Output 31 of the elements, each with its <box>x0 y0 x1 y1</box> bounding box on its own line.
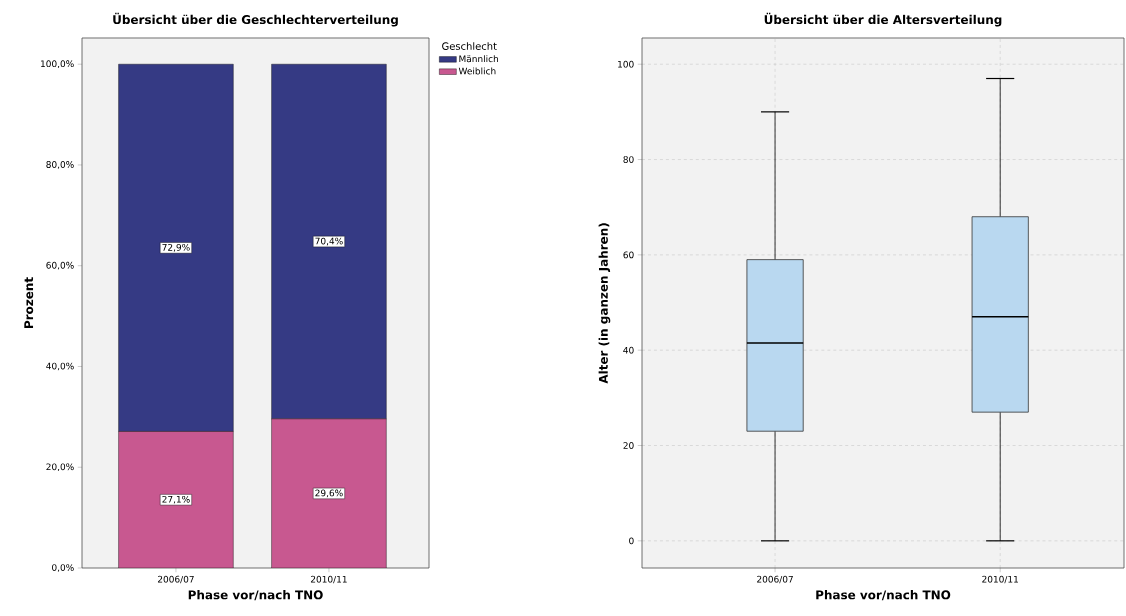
y-tick-label: 100,0% <box>41 60 74 69</box>
x-tick-label: 2010/11 <box>310 575 347 584</box>
y-axis-title: Alter (in ganzen Jahren) <box>598 223 611 384</box>
y-tick-label: 40 <box>623 346 634 354</box>
data-label: 29,6% <box>315 489 343 498</box>
chart-title: Übersicht über die Geschlechterverteilung <box>113 12 398 27</box>
y-tick-label: 100 <box>618 60 634 68</box>
x-tick-label: 2006/07 <box>757 575 793 584</box>
y-tick-label: 60 <box>623 251 634 259</box>
data-label: 70,4% <box>315 237 343 246</box>
y-tick-label: 0 <box>629 537 634 545</box>
data-label: 72,9% <box>162 243 190 252</box>
y-tick-label: 60,0% <box>46 261 74 270</box>
x-axis-title: Phase vor/nach TNO <box>816 590 951 601</box>
x-tick-label: 2010/11 <box>982 575 1018 584</box>
x-axis-title: Phase vor/nach TNO <box>188 590 323 601</box>
y-tick-label: 20,0% <box>46 463 74 472</box>
legend-label: Weiblich <box>458 67 496 75</box>
y-tick-label: 80,0% <box>46 161 74 169</box>
y-tick-label: 20 <box>623 442 634 449</box>
y-tick-label: 80 <box>623 156 634 163</box>
y-axis-title: Prozent <box>24 277 34 328</box>
y-tick-label: 40,0% <box>46 362 74 371</box>
x-tick-label: 2006/07 <box>157 575 194 584</box>
legend-title: Geschlecht <box>442 42 497 50</box>
bar <box>118 431 234 568</box>
chart-title: Übersicht über die Altersverteilung <box>764 12 1002 27</box>
data-label: 27,1% <box>162 495 190 504</box>
y-tick-label: 0,0% <box>52 564 74 572</box>
bar <box>271 418 387 568</box>
legend-label: Männlich <box>459 55 498 63</box>
